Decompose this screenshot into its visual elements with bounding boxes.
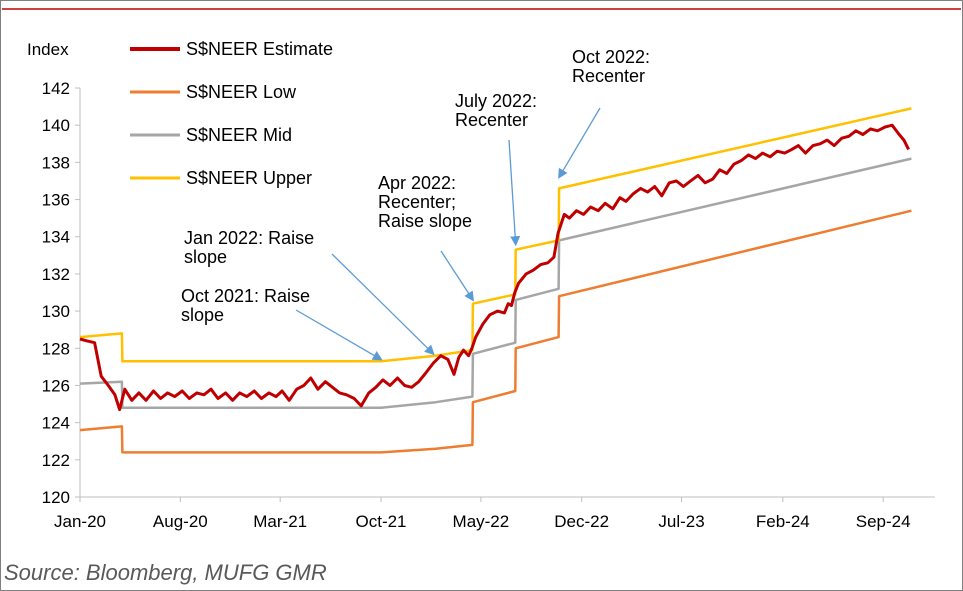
series-layer	[79, 107, 912, 454]
annotation-text: Oct 2022:	[572, 47, 650, 67]
annotation-text: Recenter	[572, 66, 645, 86]
x-tick-label: Oct-21	[356, 512, 407, 531]
annotation-arrow	[331, 253, 435, 356]
x-tick-label: Sep-24	[856, 512, 911, 531]
x-tick-label: Mar-21	[253, 512, 307, 531]
annotation-text: Recenter	[455, 110, 528, 130]
x-tick-label: Feb-24	[756, 512, 810, 531]
annotation-text: Raise slope	[378, 211, 472, 231]
y-tick-label: 122	[42, 451, 70, 470]
legend-label-mid: S$NEER Mid	[186, 125, 292, 145]
annotation-text: Apr 2022:	[378, 173, 456, 193]
annotation-arrow	[558, 107, 601, 179]
annotation-arrow	[295, 309, 383, 361]
series-line-estimate	[79, 123, 910, 412]
y-tick-label: 138	[42, 153, 70, 172]
annotation-text: July 2022:	[455, 91, 537, 111]
annotation-text: slope	[184, 247, 227, 267]
annotation-text: Recenter;	[378, 192, 456, 212]
x-tick-label: May-22	[453, 512, 510, 531]
x-tick-label: Jan-20	[54, 512, 106, 531]
legend-label-low: S$NEER Low	[186, 82, 297, 102]
y-axis-title: Index	[27, 40, 69, 59]
annotation-text: Oct 2021: Raise	[181, 286, 310, 306]
y-tick-label: 142	[42, 79, 70, 98]
series-line-low	[79, 209, 912, 454]
x-tick-label: Jul-23	[658, 512, 704, 531]
y-tick-label: 126	[42, 376, 70, 395]
annotation-text: Jan 2022: Raise	[184, 228, 314, 248]
series-line-mid	[79, 157, 912, 410]
y-tick-label: 124	[42, 414, 70, 433]
annotation-arrow	[440, 250, 474, 302]
y-tick-label: 140	[42, 116, 70, 135]
axes: 120 122 124 126 128 130 132 134 136 138 140 142 Jan-…	[42, 79, 935, 531]
y-tick-label: 130	[42, 302, 70, 321]
annotation-text: slope	[181, 305, 224, 325]
y-tick-label: 136	[42, 191, 70, 210]
y-tick-label: 128	[42, 339, 70, 358]
annotation-arrow	[508, 139, 521, 247]
legend-label-upper: S$NEER Upper	[186, 168, 312, 188]
y-tick-label: 134	[42, 228, 70, 247]
source-note: Source: Bloomberg, MUFG GMR	[4, 560, 327, 585]
y-tick-label: 132	[42, 265, 70, 284]
legend: S$NEER Estimate S$NEER Low S$NEER Mid S$NEE…	[130, 39, 333, 188]
x-tick-label: Aug-20	[153, 512, 208, 531]
legend-label-estimate: S$NEER Estimate	[186, 39, 333, 59]
x-tick-label: Dec-22	[554, 512, 609, 531]
y-tick-label: 120	[42, 488, 70, 507]
